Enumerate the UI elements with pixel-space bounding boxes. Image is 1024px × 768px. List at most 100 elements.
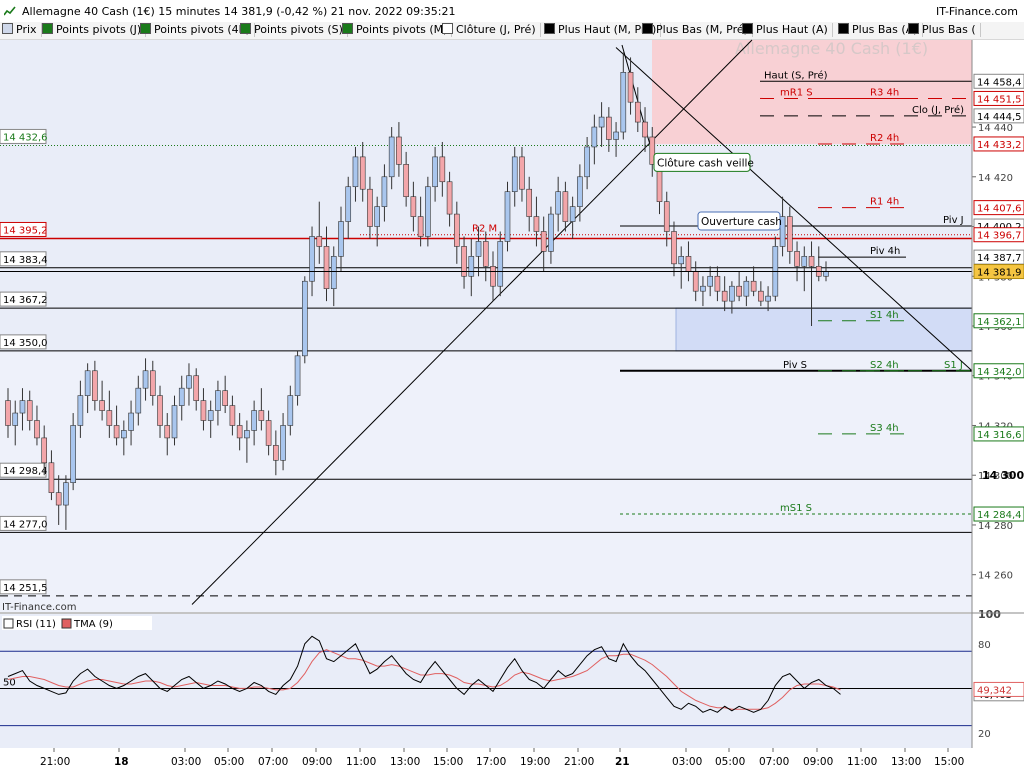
rsi-y-tick-label: 100 <box>978 608 1001 621</box>
price-badge-label-9: 14 362,1 <box>977 317 1022 328</box>
toolbar-item-label: Plus Haut (A) <box>756 23 828 36</box>
level-tag-3 <box>0 251 47 267</box>
pivot-label-15: mS1 S <box>780 503 812 514</box>
price-badge-12 <box>973 506 1024 522</box>
toolbar-item-2[interactable]: Points pivots (J) <box>42 23 147 37</box>
y-tick-label: 14 300 <box>978 471 1013 482</box>
candle <box>265 420 272 446</box>
candle <box>287 395 294 426</box>
candle <box>584 146 590 178</box>
candle <box>504 191 511 242</box>
candle <box>555 191 561 215</box>
toolbar-item-9[interactable]: Plus Haut (A) <box>742 23 833 37</box>
pivot-label-13: S1 J <box>944 360 963 371</box>
candle <box>613 131 619 140</box>
toolbar-item-11[interactable]: Plus Bas ( <box>908 23 981 37</box>
candle <box>374 206 380 227</box>
y-tick-label: 14 260 <box>978 571 1013 582</box>
candle <box>678 256 685 265</box>
color-swatch-icon <box>838 23 849 34</box>
bold-price-label: 14 300 <box>982 469 1024 482</box>
candle <box>461 246 467 277</box>
candle <box>207 410 214 421</box>
candle <box>808 256 815 267</box>
trend-line-up <box>191 39 753 605</box>
price-badge-1 <box>973 73 1024 89</box>
toolbar-item-3[interactable]: Points pivots (4h) <box>140 23 255 37</box>
x-tick-label: 03:00 <box>672 756 702 768</box>
indicator-toolbar: Prix Points pivots (J) Points pivots (4h) P… <box>0 22 1024 40</box>
toolbar-item-1[interactable]: Prix <box>2 23 42 37</box>
candle <box>164 425 171 439</box>
candle <box>352 156 359 188</box>
toolbar-item-label: Plus Haut (M, Pré) <box>558 23 657 36</box>
candle <box>128 412 134 431</box>
rsi-legend-label-2: TMA (9) <box>73 619 113 630</box>
footer-watermark: IT-Finance.com <box>2 602 77 613</box>
candle <box>63 482 69 506</box>
candle <box>410 196 417 217</box>
candle <box>258 410 265 421</box>
pivot-label-2: mR1 S <box>780 87 813 98</box>
last-price-badge <box>973 264 1024 280</box>
toolbar-item-label: Points pivots (S) <box>254 23 343 36</box>
candle <box>301 280 308 357</box>
candle <box>729 285 735 302</box>
candle <box>468 256 475 277</box>
legend-swatch-icon <box>3 618 14 629</box>
toolbar-item-label: Points pivots (4h) <box>154 23 250 36</box>
candle <box>700 285 706 292</box>
candle <box>178 387 185 406</box>
candle <box>765 295 771 302</box>
candle <box>425 186 431 237</box>
candle <box>642 121 648 138</box>
toolbar-item-7[interactable]: Plus Haut (M, Pré) <box>544 23 662 37</box>
toolbar-item-6[interactable]: Clôture (J, Pré) <box>442 23 541 37</box>
candle <box>671 231 677 265</box>
candle <box>186 375 192 389</box>
candle <box>5 400 11 426</box>
toolbar-item-10[interactable]: Plus Bas (A) <box>838 23 923 37</box>
level-value-3: 14 383,4 <box>3 255 48 266</box>
candle <box>634 101 641 123</box>
price-badge-label-10: 14 342,0 <box>977 367 1022 378</box>
price-chart[interactable]: Allemagne 40 Cash (1€) 14 432,6 14 395,2 14… <box>0 39 1024 768</box>
toolbar-item-8[interactable]: Plus Bas (M, Pré) <box>642 23 753 37</box>
candle <box>490 266 496 287</box>
toolbar-item-4[interactable]: Points pivots (S) <box>240 23 348 37</box>
pivot-label-10: S1 4h <box>870 310 899 321</box>
candle <box>251 410 257 431</box>
x-tick-label: 09:00 <box>302 756 332 768</box>
toolbar-item-5[interactable]: Points pivots (M) <box>342 23 453 37</box>
candle <box>200 400 207 421</box>
candle <box>432 156 438 188</box>
candle <box>48 462 55 493</box>
candle <box>721 290 728 302</box>
color-swatch-icon <box>908 23 919 34</box>
candle <box>569 206 576 222</box>
candle <box>627 72 634 103</box>
rsi-legend <box>2 616 152 630</box>
candle <box>84 370 91 396</box>
candle <box>236 425 243 439</box>
candle <box>403 164 409 197</box>
candle <box>280 425 286 461</box>
toolbar-item-label: Points pivots (M) <box>356 23 448 36</box>
x-tick-label: 13:00 <box>390 756 420 768</box>
pivot-label-3: R3 4h <box>870 87 899 98</box>
candle <box>663 201 670 232</box>
candle <box>511 156 518 193</box>
candle <box>309 236 315 282</box>
candle <box>446 181 453 215</box>
x-tick-label: 09:00 <box>803 756 833 768</box>
candle <box>381 176 388 207</box>
candle <box>685 256 692 272</box>
price-badge-label-8: 14 387,7 <box>977 253 1022 264</box>
price-badge-label-4: 14 433,2 <box>977 140 1022 151</box>
price-badge-3 <box>973 108 1024 124</box>
candle <box>454 213 460 247</box>
toolbar-item-label: Clôture (J, Pré) <box>456 23 536 36</box>
candle <box>577 176 583 207</box>
candle <box>345 186 352 222</box>
candle <box>794 251 800 267</box>
